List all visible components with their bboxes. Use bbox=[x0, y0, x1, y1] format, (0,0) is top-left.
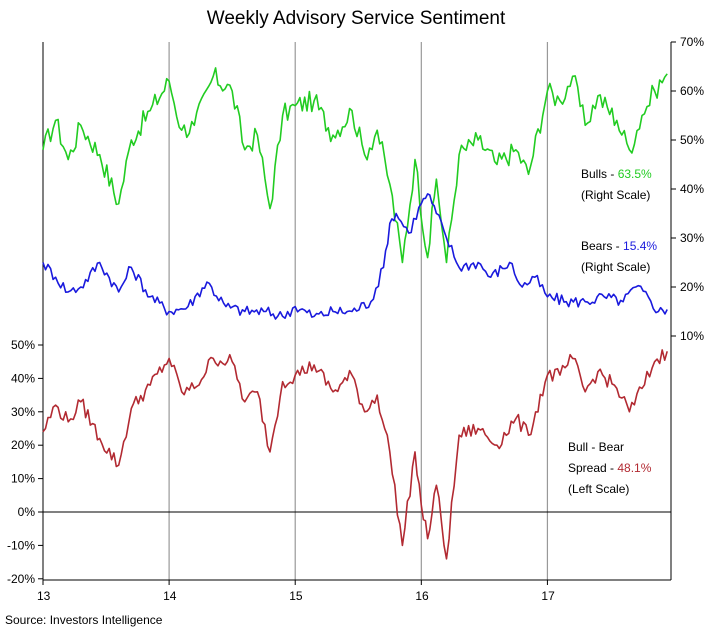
x-tick-label-17: 17 bbox=[541, 589, 555, 603]
spread-series-line bbox=[42, 349, 668, 560]
left-tick-label-50: 50% bbox=[11, 338, 35, 352]
x-tick-label-13: 13 bbox=[37, 589, 51, 603]
bulls-annotation: Bulls - 63.5% (Right Scale) bbox=[581, 167, 652, 202]
bears-series-line bbox=[42, 193, 668, 320]
spread-annotation-line0: Bull - Bear bbox=[568, 440, 624, 454]
spread-annotation-line1: Spread - 48.1% bbox=[568, 461, 652, 475]
left-tick-label-30: 30% bbox=[11, 405, 35, 419]
bulls-annotation-line1: Bulls - 63.5% bbox=[581, 167, 652, 181]
bears-annotation-line1: Bears - 15.4% bbox=[581, 239, 657, 253]
left-tick-label--10: -10% bbox=[7, 538, 35, 552]
source-note: Source: Investors Intelligence bbox=[5, 613, 163, 627]
right-tick-label-20: 20% bbox=[680, 280, 704, 294]
right-tick-label-70: 70% bbox=[680, 35, 704, 49]
left-tick-label-20: 20% bbox=[11, 438, 35, 452]
right-tick-label-30: 30% bbox=[680, 231, 704, 245]
spread-annotation: Bull - Bear Spread - 48.1% (Left Scale) bbox=[568, 440, 652, 496]
chart-title: Weekly Advisory Service Sentiment bbox=[207, 8, 506, 29]
series-layer bbox=[42, 67, 668, 560]
right-tick-label-40: 40% bbox=[680, 182, 704, 196]
axes bbox=[42, 42, 672, 581]
left-tick-label-40: 40% bbox=[11, 371, 35, 385]
x-tick-label-16: 16 bbox=[415, 589, 429, 603]
x-tick-label-15: 15 bbox=[289, 589, 303, 603]
bulls-annotation-line2: (Right Scale) bbox=[581, 188, 650, 202]
tick-labels: 13 14 15 16 17 10% 20% 30% 40% 50% 60% 70% -20% -10% 0… bbox=[7, 35, 704, 603]
x-tick-label-14: 14 bbox=[163, 589, 177, 603]
spread-annotation-line2: (Left Scale) bbox=[568, 482, 629, 496]
right-tick-label-10: 10% bbox=[680, 329, 704, 343]
left-tick-label-0: 0% bbox=[18, 505, 36, 519]
right-tick-label-50: 50% bbox=[680, 133, 704, 147]
left-tick-label-10: 10% bbox=[11, 472, 35, 486]
left-tick-label--20: -20% bbox=[7, 572, 35, 586]
bulls-series-line bbox=[42, 67, 668, 264]
right-tick-label-60: 60% bbox=[680, 84, 704, 98]
bears-annotation-line2: (Right Scale) bbox=[581, 260, 650, 274]
bears-annotation: Bears - 15.4% (Right Scale) bbox=[581, 239, 657, 274]
